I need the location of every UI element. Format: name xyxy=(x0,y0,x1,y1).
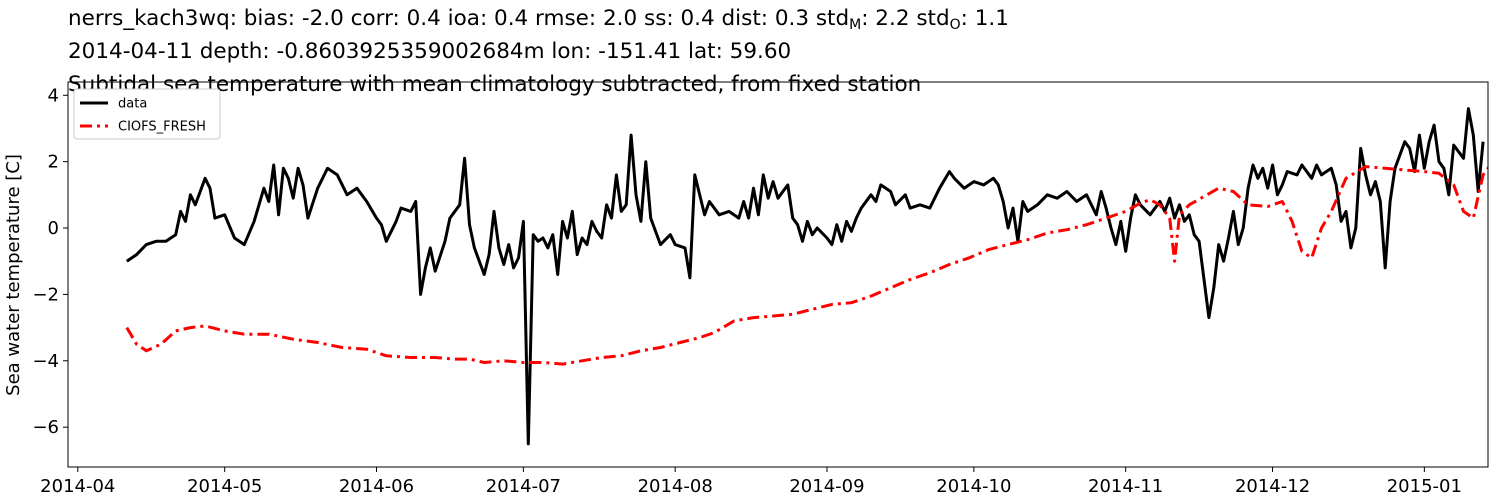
x-tick-label: 2014-06 xyxy=(339,476,414,497)
legend: data CIOFS_FRESH xyxy=(73,88,221,140)
x-tick-label: 2014-09 xyxy=(789,476,864,497)
legend-label: CIOFS_FRESH xyxy=(118,120,206,135)
y-axis-label: Sea water temperature [C] xyxy=(3,154,24,396)
title-station-line: 2014-04-11 depth: -0.8603925359002684m l… xyxy=(68,39,792,64)
legend-label: data xyxy=(118,97,147,112)
y-tick-label: 0 xyxy=(48,218,59,239)
plot-lines xyxy=(125,107,1488,446)
y-axis: −6 −4 −2 0 2 4 xyxy=(32,85,68,438)
x-tick-label: 2015-01 xyxy=(1387,476,1462,497)
x-tick-label: 2014-07 xyxy=(486,476,561,497)
x-tick-label: 2014-05 xyxy=(187,476,262,497)
x-tick-label: 2014-08 xyxy=(638,476,713,497)
series-line-model xyxy=(125,165,1488,366)
y-tick-label: −4 xyxy=(32,351,59,372)
x-tick-label: 2014-12 xyxy=(1235,476,1310,497)
plot-frame xyxy=(67,81,1489,468)
y-tick-label: −2 xyxy=(32,284,59,305)
legend-box xyxy=(73,88,221,140)
x-axis: 2014-04 2014-05 2014-06 2014-07 2014-08 2014-… xyxy=(40,467,1462,497)
x-tick-label: 2014-10 xyxy=(936,476,1011,497)
x-tick-label: 2014-11 xyxy=(1088,476,1163,497)
y-tick-label: −6 xyxy=(32,417,59,438)
series-line-data xyxy=(125,107,1485,446)
y-tick-label: 4 xyxy=(48,85,59,106)
x-tick-label: 2014-04 xyxy=(40,476,115,497)
title-stats-line: nerrs_kach3wq: bias: -2.0 corr: 0.4 ioa:… xyxy=(68,6,1009,33)
y-tick-label: 2 xyxy=(48,152,59,173)
